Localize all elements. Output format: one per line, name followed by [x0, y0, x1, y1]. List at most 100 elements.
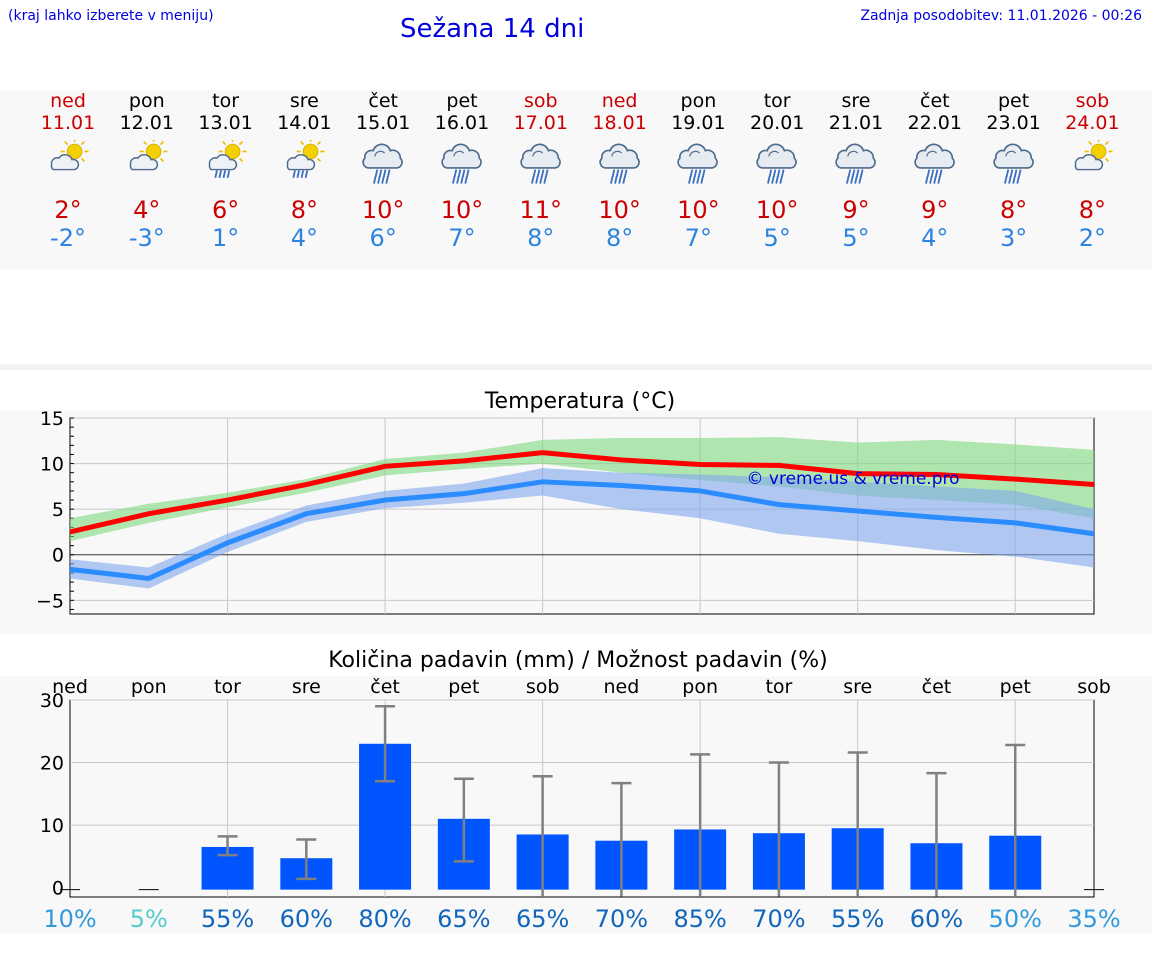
max-temp: 10° — [440, 196, 484, 224]
sun-cloud-icon — [129, 140, 168, 171]
max-temp: 10° — [598, 196, 641, 224]
day-name: sob — [524, 90, 558, 112]
min-temp: 4° — [290, 224, 319, 252]
sun-cloud-rain-icon — [208, 140, 247, 178]
precipitation-probability: 10% — [43, 905, 96, 933]
precipitation-day-label: sob — [1077, 676, 1111, 698]
precipitation-probability: 80% — [358, 905, 411, 933]
max-temp: 10° — [677, 196, 720, 224]
min-temp: 5° — [842, 224, 870, 252]
page-title: Sežana 14 dni — [400, 14, 585, 44]
day-name: pon — [680, 90, 717, 112]
min-temp: 3° — [999, 224, 1028, 252]
max-temp: 10° — [361, 196, 405, 224]
precipitation-day-label: sre — [843, 676, 872, 698]
min-temp: -2° — [50, 224, 86, 252]
precipitation-probability: 50% — [989, 905, 1042, 933]
min-temp: 6° — [369, 224, 397, 252]
precipitation-day-label: tor — [214, 676, 241, 698]
sun-cloud-icon — [1075, 140, 1113, 171]
max-temp: 10° — [755, 196, 799, 224]
day-column: čet 15.01 10° 6° — [348, 90, 418, 252]
temperature-chart-title: Temperatura (°C) — [484, 389, 675, 414]
precipitation-day-label: tor — [765, 676, 792, 698]
max-temp-line — [69, 450, 1095, 535]
day-column: tor 13.01 6° 1° — [191, 90, 261, 252]
temperature-ytick-label: 0 — [52, 545, 64, 567]
day-column: sre 21.01 9° 5° — [821, 90, 891, 252]
day-date: 13.01 — [198, 112, 253, 134]
day-name: čet — [368, 90, 398, 112]
day-column: pon 19.01 10° 7° — [663, 90, 733, 252]
precipitation-day-label: ned — [603, 676, 639, 698]
rain-cloud-icon — [599, 143, 640, 184]
precipitation-day-label: pon — [131, 676, 167, 698]
precipitation-chart-title: Količina padavin (mm) / Možnost padavin … — [328, 648, 828, 673]
precipitation-day-label: sob — [526, 676, 560, 698]
day-column: sob 17.01 11° 8° — [506, 90, 576, 252]
min-temp: 2° — [1078, 224, 1107, 252]
rain-cloud-icon — [914, 143, 955, 184]
rain-cloud-icon — [520, 143, 561, 184]
precipitation-probability: 65% — [516, 905, 569, 933]
location-menu-note[interactable]: (kraj lahko izberete v meniju) — [8, 8, 214, 24]
max-temp: 9° — [921, 196, 949, 224]
temperature-ytick-label: 15 — [40, 408, 64, 430]
day-date: 21.01 — [828, 112, 884, 134]
day-name: tor — [212, 90, 240, 112]
day-column: pet 16.01 10° 7° — [427, 90, 497, 252]
min-temp: 7° — [684, 224, 713, 252]
day-date: 17.01 — [513, 112, 568, 134]
precipitation-probability: 55% — [201, 905, 254, 933]
rain-cloud-icon — [362, 143, 403, 184]
day-name: pon — [128, 90, 165, 112]
max-temp: 11° — [519, 196, 563, 224]
min-temp: -3° — [128, 224, 165, 252]
precipitation-probability: 55% — [831, 905, 884, 933]
day-name: pet — [997, 90, 1030, 112]
temperature-ytick-label: 5 — [52, 499, 64, 521]
day-name: ned — [601, 90, 638, 112]
precipitation-probability: 5% — [130, 905, 168, 933]
precipitation-probability: 70% — [595, 905, 648, 933]
watermark-text: © vreme.us & vreme.pro — [746, 469, 959, 489]
precipitation-probability: 60% — [280, 905, 333, 933]
max-temp: 2° — [54, 196, 82, 224]
precipitation-probability: 85% — [673, 905, 726, 933]
precipitation-probability: 65% — [437, 905, 490, 933]
day-name: ned — [50, 90, 86, 112]
day-date: 20.01 — [749, 112, 805, 134]
min-temp: 7° — [448, 224, 476, 252]
day-date: 22.01 — [907, 112, 962, 134]
rain-cloud-icon — [993, 143, 1034, 184]
rain-cloud-icon — [756, 143, 797, 184]
day-column: ned 18.01 10° 8° — [585, 90, 655, 252]
day-date: 11.01 — [40, 112, 96, 134]
day-name: čet — [920, 90, 950, 112]
day-date: 18.01 — [592, 112, 647, 134]
day-name: sre — [289, 90, 319, 112]
sun-cloud-icon — [50, 140, 89, 171]
day-name: sre — [841, 90, 871, 112]
precipitation-day-label: čet — [922, 676, 952, 698]
day-name: tor — [763, 90, 791, 112]
divider — [0, 364, 1152, 370]
min-temp: 8° — [605, 224, 634, 252]
day-date: 19.01 — [671, 112, 726, 134]
min-temp: 8° — [527, 224, 555, 252]
precipitation-day-label: čet — [370, 676, 400, 698]
rain-cloud-icon — [677, 143, 719, 184]
precipitation-ytick-label: 30 — [40, 690, 64, 712]
precipitation-day-label: ned — [52, 676, 88, 698]
temperature-ytick-label: −5 — [36, 590, 64, 612]
precipitation-probability: 60% — [910, 905, 963, 933]
precipitation-ytick-label: 10 — [40, 815, 64, 837]
last-update-text: Zadnja posodobitev: 11.01.2026 - 00:26 — [860, 8, 1142, 24]
day-date: 15.01 — [355, 112, 411, 134]
max-temp: 8° — [999, 196, 1028, 224]
day-column: pet 23.01 8° 3° — [979, 90, 1049, 252]
max-temp: 8° — [1078, 196, 1107, 224]
daily-forecast-strip: ned 11.01 2° -2° pon 12.01 4° -3° tor 13.01 6° 1° sr… — [0, 90, 1152, 270]
day-column: ned 11.01 2° -2° — [33, 90, 103, 252]
precipitation-day-label: pon — [682, 676, 718, 698]
